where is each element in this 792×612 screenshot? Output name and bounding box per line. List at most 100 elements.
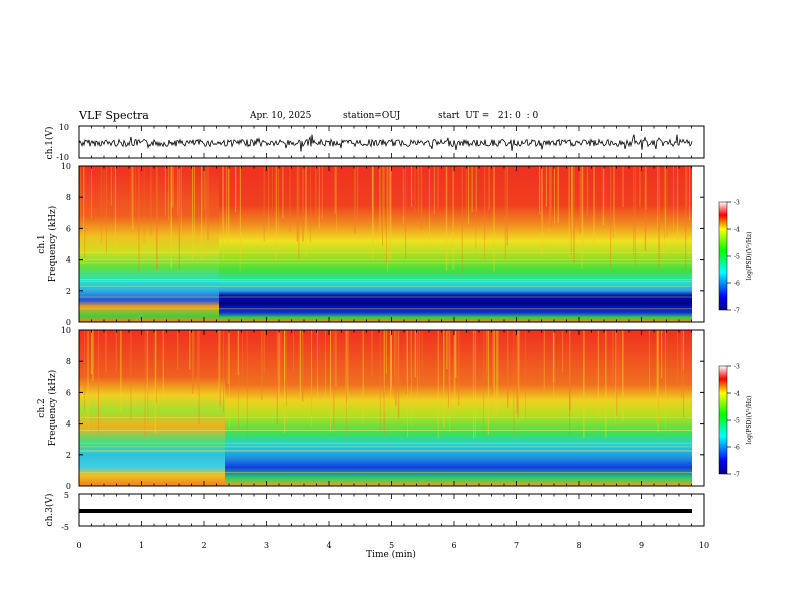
ch1-waveform xyxy=(78,134,693,152)
ch2-streak xyxy=(92,330,94,381)
ch1-ytick-label: 4 xyxy=(66,256,71,265)
ch1-streak xyxy=(686,166,688,208)
ch1-streak xyxy=(593,166,595,247)
ch1-colorbar-ticks: -3 -4 -5 -6 -7 xyxy=(727,200,740,315)
ch1-streak xyxy=(493,166,495,272)
ch1-streak xyxy=(634,166,636,266)
ch1-streak xyxy=(282,166,284,219)
ch2-streak xyxy=(453,330,456,410)
ch1-colorbar-label: -6 xyxy=(734,281,740,288)
ch1-streak xyxy=(239,166,241,271)
ch1-streak xyxy=(263,166,265,242)
ch1-streak-hline xyxy=(79,252,692,253)
ch2-streak xyxy=(411,330,412,426)
ch2-streak xyxy=(227,330,229,385)
ch1-streak xyxy=(207,166,209,241)
ch1-streak xyxy=(240,166,241,255)
ch1-streak xyxy=(644,166,647,251)
ch1-streak xyxy=(222,166,224,261)
ch2-streak xyxy=(615,330,616,425)
ch1-colorbar-label: log(PSD)(V²/Hz) xyxy=(746,232,753,281)
ch2-streak xyxy=(681,330,682,399)
ch2-streak-hline xyxy=(79,417,692,418)
ch1-streak xyxy=(475,166,477,212)
ch2-streak xyxy=(299,330,301,396)
ch1-streak-hline xyxy=(79,285,692,287)
x-axis-tick-labels: 0 1 2 3 4 5 6 7 8 9 10 xyxy=(76,541,709,550)
x-tick-label: 6 xyxy=(451,541,456,550)
ch2-streak xyxy=(612,330,614,382)
ch2-streak xyxy=(293,330,294,371)
ch1-ytick-label: 6 xyxy=(66,224,71,233)
ch1-streak xyxy=(657,166,658,228)
ch2-streak xyxy=(519,330,521,373)
ch2-streak xyxy=(90,330,93,375)
ch2-yticks: 0 2 4 6 8 10 xyxy=(61,326,704,491)
ch2-streak xyxy=(597,330,599,418)
ch1-streak xyxy=(106,166,107,253)
ch2-streak xyxy=(569,330,571,437)
x-tick-label: 7 xyxy=(514,541,519,550)
ch1-streak xyxy=(484,166,485,261)
ch1-waveform-trace xyxy=(78,134,693,152)
ch2-streak xyxy=(507,330,509,408)
ch1-colorbar-label: -4 xyxy=(734,227,740,234)
ch2-streak xyxy=(416,330,418,412)
ch1-streak xyxy=(302,166,304,242)
ch1-streak xyxy=(645,166,647,209)
ch1-streak xyxy=(658,166,660,268)
ch2-streak xyxy=(176,330,179,371)
ch2-streak xyxy=(105,330,107,372)
ch2-streak xyxy=(301,330,304,402)
ch2-streak xyxy=(446,330,448,370)
ch2-streak xyxy=(246,330,248,436)
ch1-streak xyxy=(570,166,572,255)
ch2-streak xyxy=(513,330,515,436)
ch2-spectrogram-early xyxy=(79,330,225,486)
ch2-streak xyxy=(397,330,400,420)
x-tick-label: 0 xyxy=(76,541,81,550)
ch2-streak xyxy=(619,330,621,391)
ch2-streak xyxy=(622,330,624,421)
ch3-ylabel: ch.3(V) xyxy=(44,494,55,527)
ch1-streak xyxy=(321,166,323,219)
ch2-streak xyxy=(189,330,191,370)
ch1-streak xyxy=(110,166,112,206)
ch1-streak-hline xyxy=(79,262,692,264)
ch2-colorbar-label: -7 xyxy=(734,472,740,479)
ch1-streak xyxy=(613,166,614,239)
ch2-spectrogram-stripes xyxy=(79,330,692,473)
ch1-streak xyxy=(411,166,413,207)
ch2-streak xyxy=(335,330,337,387)
ch2-streak-hline xyxy=(79,446,692,448)
ch1-streak xyxy=(356,166,359,218)
ch1-streak xyxy=(103,166,105,219)
ch1-streak xyxy=(602,166,605,226)
ch1-colorbar-label: -5 xyxy=(734,254,740,261)
ch1-streak xyxy=(664,166,666,255)
ch1-streak xyxy=(132,166,134,230)
ch2-streak xyxy=(437,330,439,438)
ch2-streak xyxy=(496,330,498,415)
ch2-streak xyxy=(486,330,488,372)
ch1-streak xyxy=(205,166,207,255)
ch2-streak xyxy=(405,330,408,394)
ch2-ytick-label: 10 xyxy=(61,326,71,335)
ch2-streak-hline xyxy=(79,450,692,452)
ch1-streak xyxy=(452,166,454,270)
ch2-colorbar-label: -3 xyxy=(734,364,740,371)
ch1-streak xyxy=(372,166,374,243)
ch1-streak xyxy=(571,166,573,231)
ch1-streak xyxy=(334,166,336,214)
ch2-streak xyxy=(223,330,225,412)
ch1-streak xyxy=(278,166,279,239)
ch2-streak xyxy=(286,330,287,406)
ch2-streak xyxy=(649,330,650,392)
ch2-colorbar-ticks: -3 -4 -5 -6 -7 xyxy=(727,364,740,479)
ch2-ytick-label: 6 xyxy=(66,388,71,397)
ch1-streak xyxy=(388,166,390,259)
ch2-streak xyxy=(384,330,385,414)
ch1-streak xyxy=(685,166,687,271)
ch1-streak xyxy=(504,166,506,260)
ch1-streak-hline xyxy=(79,259,692,260)
